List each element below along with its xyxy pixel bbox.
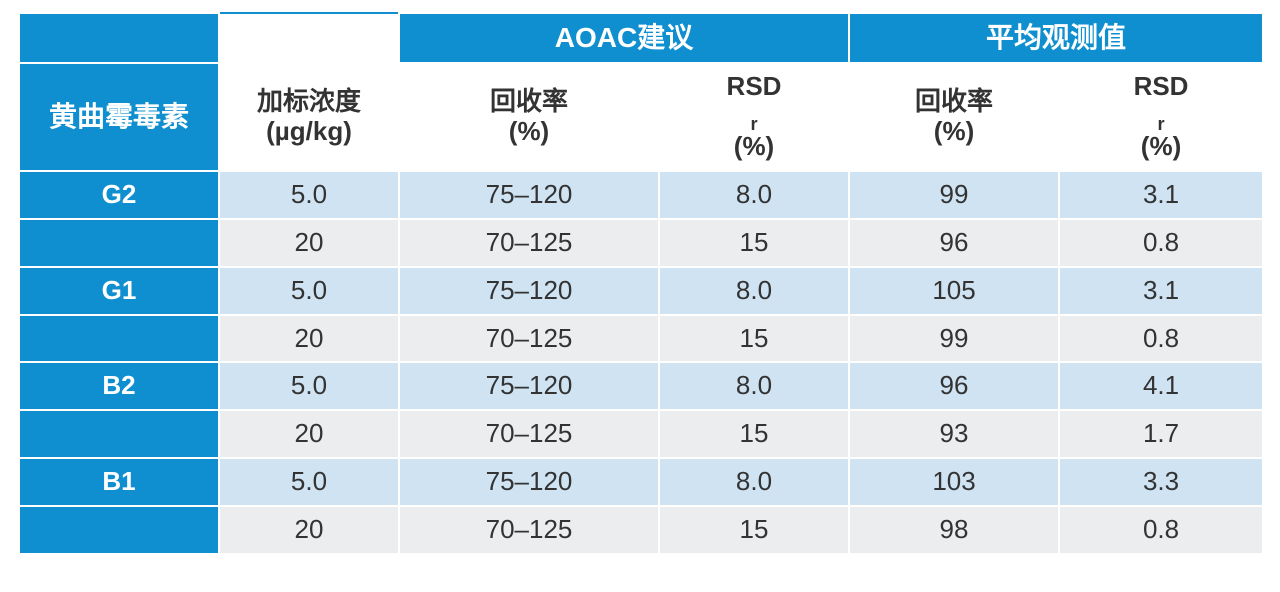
obs-rsd-cell: 3.3 xyxy=(1059,458,1263,506)
col5-sub: r xyxy=(1157,114,1164,134)
aoac-rsd-cell: 15 xyxy=(659,506,849,554)
col2-line1: 回收率 xyxy=(404,87,654,117)
obs-recovery-cell: 96 xyxy=(849,362,1059,410)
obs-rsd-cell: 0.8 xyxy=(1059,315,1263,363)
col-header-aoac-recovery: 回收率 (%) xyxy=(399,63,659,171)
obs-rsd-cell: 3.1 xyxy=(1059,171,1263,219)
obs-rsd-cell: 3.1 xyxy=(1059,267,1263,315)
obs-rsd-cell: 0.8 xyxy=(1059,506,1263,554)
spike-cell: 20 xyxy=(219,315,399,363)
col0-line1: 黄曲霉毒素 xyxy=(49,101,189,132)
aoac-rsd-cell: 8.0 xyxy=(659,267,849,315)
aoac-rsd-cell: 15 xyxy=(659,219,849,267)
col-header-spike: 加标浓度 (µg/kg) xyxy=(219,63,399,171)
table-header: AOAC建议 平均观测值 黄曲霉毒素 加标浓度 (µg/kg) 回收率 (%) … xyxy=(19,13,1263,171)
col-header-aoac-rsd: RSD r (%) xyxy=(659,63,849,171)
col3-main: RSD xyxy=(664,72,844,102)
obs-recovery-cell: 98 xyxy=(849,506,1059,554)
col3-line2: (%) xyxy=(664,132,844,162)
obs-recovery-cell: 99 xyxy=(849,315,1059,363)
row-name-cell xyxy=(19,315,219,363)
obs-recovery-cell: 103 xyxy=(849,458,1059,506)
col-header-aflatoxin: 黄曲霉毒素 xyxy=(19,63,219,171)
row-name-cell xyxy=(19,219,219,267)
aoac-rsd-cell: 8.0 xyxy=(659,458,849,506)
col-header-obs-recovery: 回收率 (%) xyxy=(849,63,1059,171)
aoac-recovery-cell: 70–125 xyxy=(399,410,659,458)
aoac-rsd-cell: 8.0 xyxy=(659,362,849,410)
col4-line2: (%) xyxy=(854,117,1054,147)
col3-line1: RSD r xyxy=(664,72,844,132)
header-blank-1 xyxy=(19,13,219,63)
aflatoxin-table: AOAC建议 平均观测值 黄曲霉毒素 加标浓度 (µg/kg) 回收率 (%) … xyxy=(18,12,1264,555)
header-group-observed: 平均观测值 xyxy=(849,13,1263,63)
header-row-2: 黄曲霉毒素 加标浓度 (µg/kg) 回收率 (%) RSD r (%) 回收率 … xyxy=(19,63,1263,171)
col5-main: RSD xyxy=(1064,72,1258,102)
table-row: B15.075–1208.01033.3 xyxy=(19,458,1263,506)
col1-line1: 加标浓度 xyxy=(224,87,394,117)
row-name-cell: B1 xyxy=(19,458,219,506)
aoac-rsd-cell: 8.0 xyxy=(659,171,849,219)
spike-cell: 5.0 xyxy=(219,362,399,410)
aoac-rsd-cell: 15 xyxy=(659,315,849,363)
obs-rsd-cell: 1.7 xyxy=(1059,410,1263,458)
col5-line1: RSD r xyxy=(1064,72,1258,132)
col1-line2: (µg/kg) xyxy=(224,117,394,147)
obs-recovery-cell: 99 xyxy=(849,171,1059,219)
row-name-cell xyxy=(19,506,219,554)
spike-cell: 20 xyxy=(219,219,399,267)
table-row: G15.075–1208.01053.1 xyxy=(19,267,1263,315)
obs-recovery-cell: 105 xyxy=(849,267,1059,315)
row-name-cell: G2 xyxy=(19,171,219,219)
header-row-1: AOAC建议 平均观测值 xyxy=(19,13,1263,63)
obs-rsd-cell: 0.8 xyxy=(1059,219,1263,267)
col5-line2: (%) xyxy=(1064,132,1258,162)
col4-line1: 回收率 xyxy=(854,87,1054,117)
table-row: 2070–12515990.8 xyxy=(19,315,1263,363)
aoac-recovery-cell: 75–120 xyxy=(399,362,659,410)
obs-rsd-cell: 4.1 xyxy=(1059,362,1263,410)
table-row: 2070–12515960.8 xyxy=(19,219,1263,267)
obs-recovery-cell: 93 xyxy=(849,410,1059,458)
aoac-recovery-cell: 75–120 xyxy=(399,171,659,219)
spike-cell: 5.0 xyxy=(219,458,399,506)
aoac-recovery-cell: 75–120 xyxy=(399,267,659,315)
col2-line2: (%) xyxy=(404,117,654,147)
table-row: B25.075–1208.0964.1 xyxy=(19,362,1263,410)
col-header-obs-rsd: RSD r (%) xyxy=(1059,63,1263,171)
table-row: G25.075–1208.0993.1 xyxy=(19,171,1263,219)
obs-recovery-cell: 96 xyxy=(849,219,1059,267)
aoac-rsd-cell: 15 xyxy=(659,410,849,458)
spike-cell: 5.0 xyxy=(219,267,399,315)
row-name-cell xyxy=(19,410,219,458)
row-name-cell: B2 xyxy=(19,362,219,410)
aoac-recovery-cell: 75–120 xyxy=(399,458,659,506)
table-row: 2070–12515931.7 xyxy=(19,410,1263,458)
col3-sub: r xyxy=(750,114,757,134)
header-group-aoac: AOAC建议 xyxy=(399,13,849,63)
row-name-cell: G1 xyxy=(19,267,219,315)
table-row: 2070–12515980.8 xyxy=(19,506,1263,554)
spike-cell: 20 xyxy=(219,506,399,554)
table-body: G25.075–1208.0993.12070–12515960.8G15.07… xyxy=(19,171,1263,554)
aoac-recovery-cell: 70–125 xyxy=(399,506,659,554)
spike-cell: 20 xyxy=(219,410,399,458)
spike-cell: 5.0 xyxy=(219,171,399,219)
header-blank-2 xyxy=(219,13,399,63)
aoac-recovery-cell: 70–125 xyxy=(399,219,659,267)
aoac-recovery-cell: 70–125 xyxy=(399,315,659,363)
